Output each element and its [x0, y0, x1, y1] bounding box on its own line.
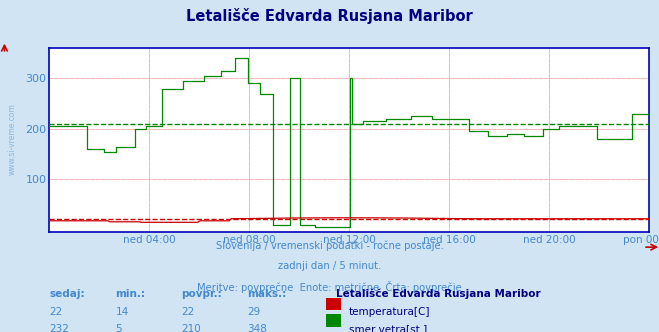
- Text: 22: 22: [181, 307, 194, 317]
- Text: Letališče Edvarda Rusjana Maribor: Letališče Edvarda Rusjana Maribor: [186, 8, 473, 24]
- Text: Letališče Edvarda Rusjana Maribor: Letališče Edvarda Rusjana Maribor: [336, 289, 541, 299]
- Text: 348: 348: [247, 324, 267, 332]
- Text: zadnji dan / 5 minut.: zadnji dan / 5 minut.: [278, 261, 381, 271]
- Text: 29: 29: [247, 307, 260, 317]
- Text: www.si-vreme.com: www.si-vreme.com: [8, 104, 17, 175]
- Text: 210: 210: [181, 324, 201, 332]
- Text: sedaj:: sedaj:: [49, 289, 85, 299]
- Text: 22: 22: [49, 307, 63, 317]
- Text: min.:: min.:: [115, 289, 146, 299]
- Text: smer vetra[st.]: smer vetra[st.]: [349, 324, 427, 332]
- Text: 232: 232: [49, 324, 69, 332]
- Text: povpr.:: povpr.:: [181, 289, 222, 299]
- Text: Meritve: povprečne  Enote: metrične  Črta: povprečje: Meritve: povprečne Enote: metrične Črta:…: [197, 281, 462, 292]
- Text: maks.:: maks.:: [247, 289, 287, 299]
- Text: 5: 5: [115, 324, 122, 332]
- Text: 14: 14: [115, 307, 129, 317]
- Text: temperatura[C]: temperatura[C]: [349, 307, 430, 317]
- Text: Slovenija / vremenski podatki - ročne postaje.: Slovenija / vremenski podatki - ročne po…: [215, 241, 444, 251]
